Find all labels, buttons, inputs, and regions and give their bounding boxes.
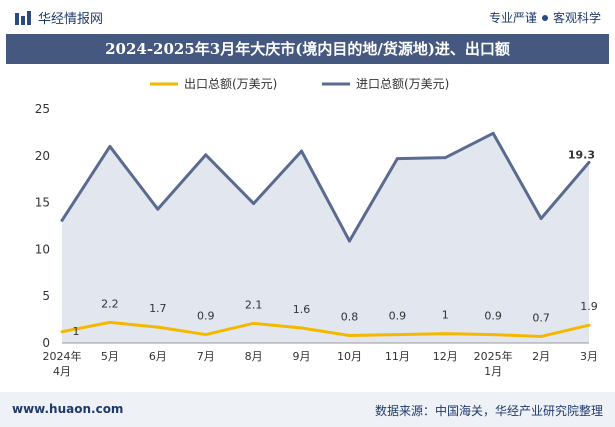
export-data-label: 0.9 (484, 310, 502, 323)
export-data-label: 1.6 (293, 303, 311, 316)
import-point (539, 217, 543, 221)
export-point (252, 321, 256, 325)
x-tick-label: 7月 (197, 350, 215, 363)
export-point (204, 333, 208, 337)
slogan-left: 专业严谨 (488, 11, 537, 25)
x-tick-label: 11月 (385, 350, 410, 363)
export-point (300, 326, 304, 330)
bar-chart-icon (15, 10, 31, 25)
import-point (252, 202, 256, 206)
x-tick-label: 2月 (532, 350, 550, 363)
x-tick-label: 6月 (149, 350, 167, 363)
export-data-label: 1.9 (580, 300, 598, 313)
export-point (156, 325, 160, 329)
import-point (60, 218, 64, 222)
import-area (62, 133, 589, 343)
import-point (395, 157, 399, 161)
export-point (539, 334, 543, 338)
x-tick-label: 12月 (433, 350, 458, 363)
chart: 出口总额(万美元) 进口总额(万美元) 0 5 10 15 20 25 19.3 1 2.2 1.7 0… (35, 77, 598, 378)
y-tick-label: 5 (42, 289, 50, 303)
slogan-right: 客观科学 (552, 11, 601, 25)
import-point (156, 207, 160, 211)
export-data-label: 1 (442, 309, 449, 322)
brand[interactable]: 华经情报网 (14, 8, 103, 27)
import-point (204, 153, 208, 157)
y-tick-label: 10 (35, 242, 50, 256)
export-data-label: 0.8 (341, 311, 359, 324)
x-tick-label: 9月 (293, 350, 311, 363)
import-data-label: 19.3 (568, 148, 595, 161)
x-tick-label: 5月 (101, 350, 119, 363)
import-point (491, 131, 495, 135)
x-tick-label: 3月 (580, 350, 598, 363)
export-point (491, 333, 495, 337)
export-series-line (61, 320, 590, 338)
x-tick-label: 4月 (53, 365, 71, 378)
x-tick-label: 8月 (245, 350, 263, 363)
top-bar: 华经情报网 专业严谨 客观科学 (0, 0, 615, 34)
import-point (347, 239, 351, 243)
export-point (108, 320, 112, 324)
export-data-label: 1 (73, 325, 80, 338)
x-tick-label: 2024年 (43, 349, 82, 363)
import-point (587, 160, 591, 164)
x-tick-label: 10月 (337, 350, 362, 363)
export-data-label: 0.9 (389, 310, 407, 323)
x-tick-label: 1月 (484, 365, 502, 378)
dot-icon (541, 14, 548, 21)
legend-label-1: 进口总额(万美元) (356, 77, 449, 91)
export-point (587, 323, 591, 327)
import-point (443, 156, 447, 160)
y-tick-label: 25 (35, 102, 50, 116)
import-series-line (60, 131, 591, 243)
import-point (300, 149, 304, 153)
export-data-label: 0.9 (197, 310, 215, 323)
export-data-label: 2.1 (245, 298, 263, 311)
export-point (60, 330, 64, 334)
y-tick-label: 20 (35, 149, 50, 163)
data-source: 数据来源：中国海关，华经产业研究院整理 (374, 404, 603, 418)
import-point (108, 144, 112, 148)
chart-title: 2024-2025年3月年大庆市(境内目的地/货源地)进、出口额 (6, 34, 609, 64)
slogan: 专业严谨 客观科学 (489, 9, 601, 26)
export-data-label: 2.2 (101, 297, 119, 310)
legend-label-0: 出口总额(万美元) (184, 77, 277, 91)
x-tick-label: 2025年 (474, 349, 513, 363)
export-data-label: 1.7 (149, 302, 167, 315)
export-data-label: 0.7 (532, 311, 550, 324)
y-tick-label: 0 (42, 336, 50, 350)
export-point (347, 334, 351, 338)
brand-name: 华经情报网 (38, 12, 104, 27)
export-point (443, 332, 447, 336)
export-point (395, 333, 399, 337)
website-link[interactable]: www.huaon.com (12, 402, 124, 416)
footer: www.huaon.com 数据来源：中国海关，华经产业研究院整理 (0, 392, 615, 427)
y-tick-label: 15 (35, 196, 50, 210)
